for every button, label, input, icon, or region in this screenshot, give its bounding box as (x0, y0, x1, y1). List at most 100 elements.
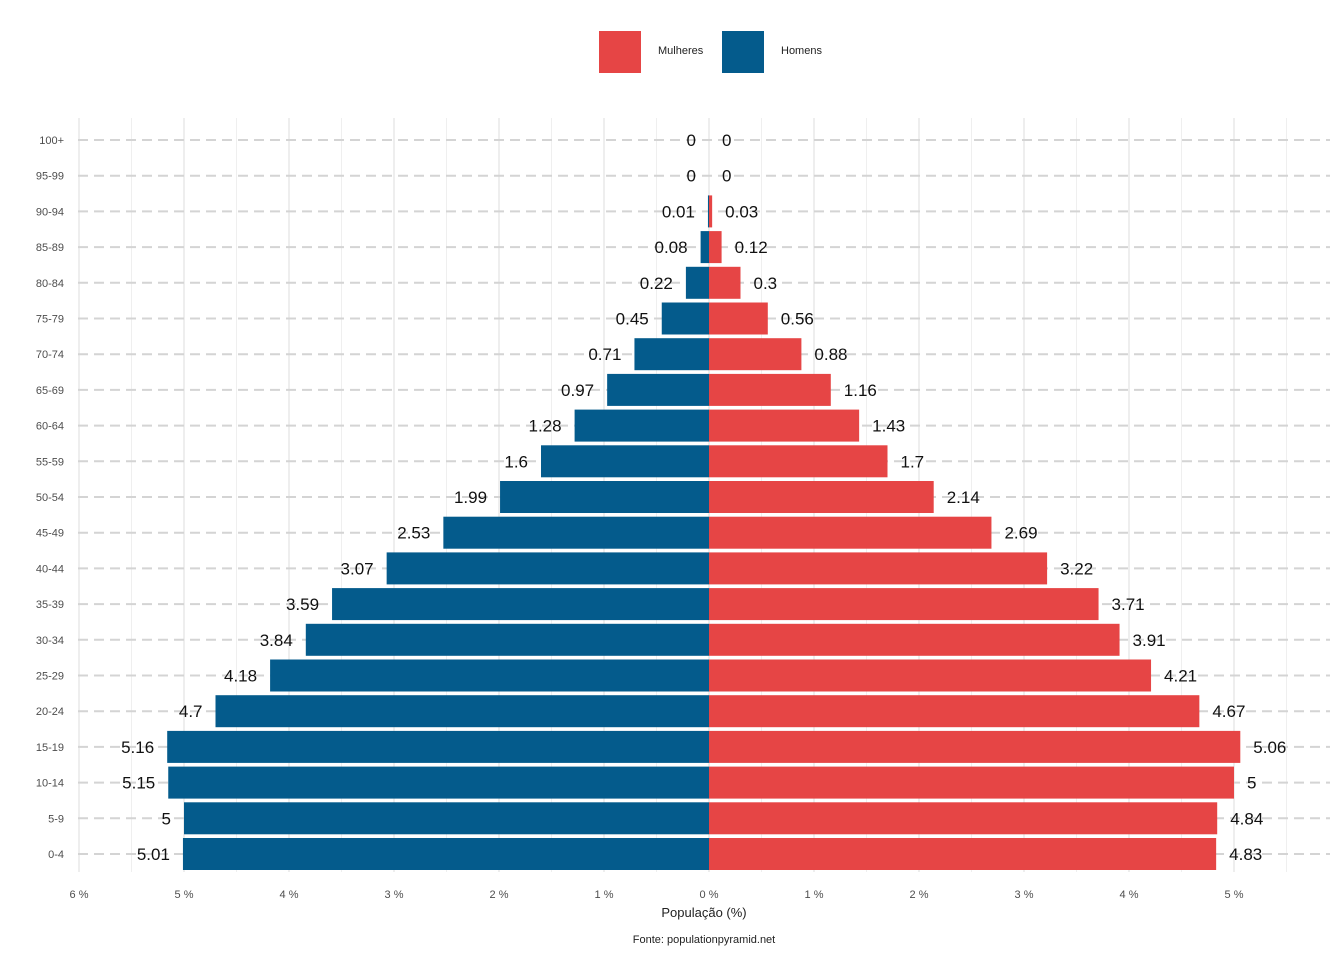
data-label-mulheres: 0.88 (814, 345, 847, 364)
bar-mulheres-85-89 (709, 231, 722, 264)
data-label-homens: 5.16 (121, 738, 154, 757)
x-tick-label: 3 % (1015, 889, 1034, 901)
x-tick-label: 3 % (385, 889, 404, 901)
bar-homens-0-4 (182, 838, 709, 870)
bar-mulheres-0-4 (709, 838, 1217, 870)
y-tick-label: 85-89 (36, 242, 64, 254)
data-label-homens: 0.45 (616, 310, 649, 329)
bar-homens-75-79 (661, 302, 709, 335)
data-label-mulheres: 3.91 (1133, 631, 1166, 650)
data-label-homens: 0 (687, 167, 696, 186)
data-label-mulheres: 0.56 (781, 310, 814, 329)
data-label-homens: 0.71 (588, 345, 621, 364)
data-label-mulheres: 2.69 (1004, 524, 1037, 543)
y-tick-label: 60-64 (36, 421, 64, 433)
bar-homens-5-9 (184, 802, 709, 835)
y-tick-label: 20-24 (36, 706, 64, 718)
bar-mulheres-25-29 (709, 659, 1152, 692)
data-label-mulheres: 2.14 (947, 488, 980, 507)
legend-swatch-homens (722, 31, 764, 73)
y-tick-label: 75-79 (36, 314, 64, 326)
x-tick-label: 2 % (910, 889, 929, 901)
bar-homens-30-34 (305, 623, 709, 656)
y-tick-label: 0-4 (48, 849, 64, 861)
data-label-homens: 0.08 (655, 238, 688, 257)
data-label-mulheres: 4.67 (1212, 702, 1245, 721)
data-label-homens: 4.18 (224, 667, 257, 686)
data-label-mulheres: 3.22 (1060, 559, 1093, 578)
x-axis-ticks: 6 % 5 % 4 % 3 % 2 % 1 % 0 % 1 % 2 % 3 % 4 % 5 % (70, 889, 1244, 901)
bar-mulheres-60-64 (709, 409, 860, 442)
y-tick-label: 80-84 (36, 278, 64, 290)
x-tick-label: 5 % (1225, 889, 1244, 901)
y-tick-label: 30-34 (36, 635, 64, 647)
data-labels: 0 0 0.01 0.08 0.22 0.45 0.71 0.97 1.281.6 1.99 2.5… (121, 131, 1286, 864)
bar-homens-85-89 (700, 231, 709, 264)
data-label-homens: 5.01 (137, 845, 170, 864)
data-label-mulheres: 0 (722, 131, 731, 150)
data-label-mulheres: 0.12 (735, 238, 768, 257)
data-label-mulheres: 4.84 (1230, 809, 1263, 828)
bar-homens-25-29 (270, 659, 709, 692)
legend-swatch-mulheres (599, 31, 641, 73)
bar-mulheres-5-9 (709, 802, 1218, 835)
data-label-homens: 0.22 (640, 274, 673, 293)
bar-homens-35-39 (332, 588, 709, 621)
bar-mulheres-35-39 (709, 588, 1099, 621)
y-tick-label: 95-99 (36, 171, 64, 183)
caption: Fonte: populationpyramid.net (633, 934, 775, 946)
x-tick-label: 4 % (1120, 889, 1139, 901)
data-label-homens: 1.99 (454, 488, 487, 507)
bars (167, 195, 1241, 870)
bar-homens-40-44 (386, 552, 709, 585)
bar-homens-10-14 (168, 766, 709, 799)
x-tick-label: 1 % (595, 889, 614, 901)
data-label-mulheres: 3.71 (1112, 595, 1145, 614)
y-axis-ticks: 100+ 95-99 90-94 85-89 80-84 75-79 70-74 65-69 6… (36, 135, 64, 861)
data-label-mulheres: 4.21 (1164, 667, 1197, 686)
x-tick-label: 1 % (805, 889, 824, 901)
y-tick-label: 5-9 (48, 813, 64, 825)
bar-mulheres-15-19 (709, 730, 1241, 763)
data-label-homens: 1.28 (529, 417, 562, 436)
bar-homens-20-24 (215, 695, 709, 728)
bar-mulheres-40-44 (709, 552, 1048, 585)
data-label-homens: 5.15 (122, 774, 155, 793)
y-tick-label: 100+ (39, 135, 64, 147)
data-label-homens: 0.01 (662, 202, 695, 221)
bar-homens-45-49 (443, 516, 709, 549)
data-label-mulheres: 1.43 (872, 417, 905, 436)
bar-mulheres-50-54 (709, 481, 934, 513)
y-tick-label: 90-94 (36, 206, 64, 218)
legend-label-homens: Homens (781, 45, 822, 57)
x-tick-label: 2 % (490, 889, 509, 901)
bar-mulheres-55-59 (709, 445, 888, 478)
bar-mulheres-90-94 (709, 195, 713, 228)
y-tick-label: 45-49 (36, 528, 64, 540)
x-tick-label: 5 % (175, 889, 194, 901)
bar-mulheres-30-34 (709, 623, 1120, 656)
data-label-homens: 3.07 (341, 559, 374, 578)
data-label-mulheres: 5 (1247, 774, 1256, 793)
data-label-homens: 0 (687, 131, 696, 150)
x-tick-label: 6 % (70, 889, 89, 901)
bar-mulheres-20-24 (709, 695, 1200, 728)
data-label-mulheres: 4.83 (1229, 845, 1262, 864)
bar-homens-15-19 (167, 730, 709, 763)
y-tick-label: 70-74 (36, 349, 64, 361)
y-tick-label: 15-19 (36, 742, 64, 754)
x-tick-label: 4 % (280, 889, 299, 901)
data-label-homens: 1.6 (504, 452, 528, 471)
y-tick-label: 50-54 (36, 492, 64, 504)
bar-homens-50-54 (500, 481, 709, 513)
data-label-homens: 3.84 (260, 631, 293, 650)
y-tick-label: 55-59 (36, 456, 64, 468)
data-label-mulheres: 1.7 (901, 452, 925, 471)
data-label-mulheres: 0.3 (754, 274, 778, 293)
data-label-homens: 3.59 (286, 595, 319, 614)
bar-mulheres-80-84 (709, 266, 741, 299)
bar-mulheres-75-79 (709, 302, 768, 335)
bar-mulheres-10-14 (709, 766, 1234, 799)
data-label-mulheres: 0.03 (725, 202, 758, 221)
